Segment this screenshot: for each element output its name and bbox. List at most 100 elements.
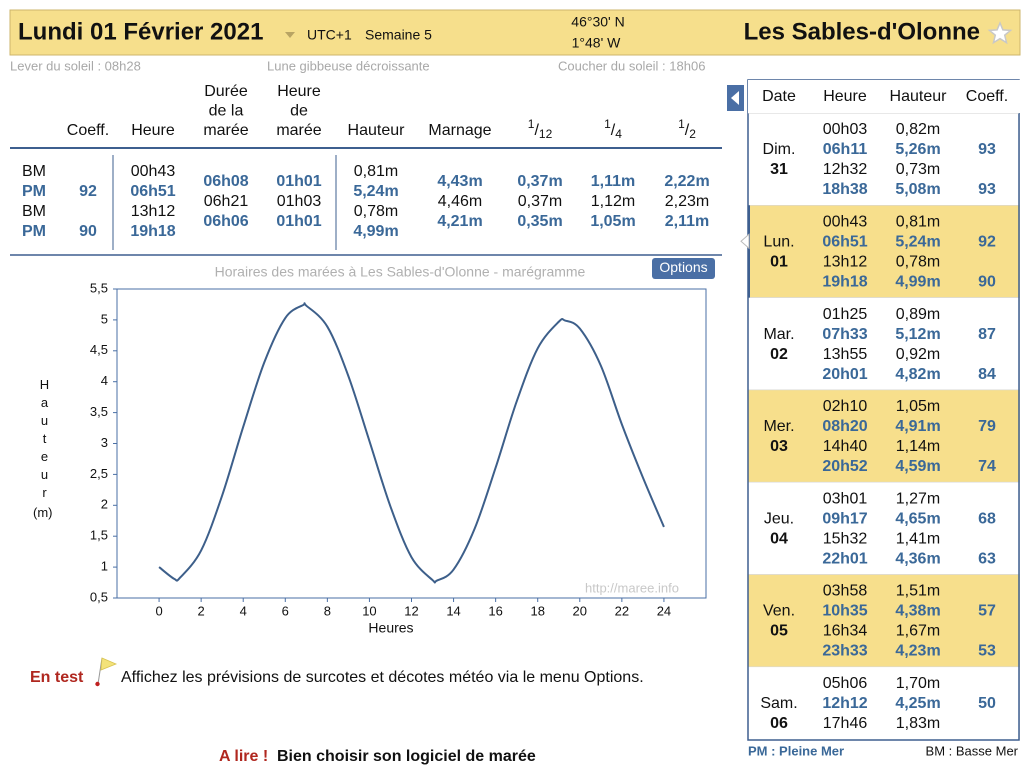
- calendar-body: Dim. 31 00h03 0,82m 06h11 5,26m 93 12h32 0,73m 18…: [748, 113, 1020, 740]
- read-label[interactable]: A lire !: [219, 748, 268, 765]
- y-tick-label: 5: [101, 311, 108, 326]
- tide-time: 03h58: [823, 583, 868, 600]
- header-bar: [9, 9, 1021, 56]
- tide-fraction: 0,37m: [517, 173, 562, 190]
- tide-height: 1,83m: [896, 715, 940, 732]
- tide-hour: 01h01: [276, 213, 321, 230]
- tide-coeff: 90: [978, 274, 996, 291]
- tide-height: 0,82m: [896, 121, 940, 138]
- test-badge: En test: [30, 669, 84, 686]
- fraction-part: 12: [539, 127, 553, 141]
- read-link[interactable]: Bien choisir son logiciel de marée: [277, 748, 536, 765]
- tide-height: 5,24m: [353, 183, 398, 200]
- tide-time: 17h46: [823, 715, 868, 732]
- tide-height: 4,23m: [895, 643, 940, 660]
- tide-fraction: 2,11m: [665, 213, 709, 230]
- day-block: [748, 297, 1020, 391]
- tide-time: 20h01: [822, 366, 867, 383]
- tide-fraction: 2,22m: [664, 173, 709, 190]
- tide-time: 06h51: [822, 234, 867, 251]
- day-name: Dim.: [763, 141, 796, 158]
- tide-time: 13h12: [131, 203, 176, 220]
- longitude: 1°48' W: [572, 35, 622, 51]
- fraction-header: 1/4: [604, 117, 622, 141]
- y-axis-unit: (m): [33, 505, 53, 520]
- favorite-star[interactable]: [987, 21, 1013, 45]
- day-name: Sam.: [760, 695, 797, 712]
- tide-time: 08h20: [822, 418, 867, 435]
- tide-time: 13h55: [823, 346, 868, 363]
- tide-hour: 01h01: [276, 173, 321, 190]
- calendar-header: Hauteur: [890, 88, 948, 105]
- day-name: Lun.: [763, 234, 794, 251]
- tide-height: 5,26m: [895, 141, 940, 158]
- y-tick-label: 1: [101, 559, 108, 574]
- date-title: Lundi 01 Février 2021: [18, 18, 263, 45]
- tide-coeff: 79: [978, 418, 996, 435]
- tide-height: 4,36m: [895, 550, 940, 567]
- tide-range: 4,46m: [438, 193, 482, 210]
- fraction-part: /: [685, 122, 690, 139]
- tide-height: 1,27m: [896, 490, 940, 507]
- tide-time: 19h18: [130, 223, 175, 240]
- tide-coeff: 87: [978, 326, 996, 343]
- day-block: [748, 481, 1020, 575]
- tide-height: 1,41m: [896, 530, 940, 547]
- fraction-part: /: [534, 122, 539, 139]
- tide-height: 0,78m: [354, 203, 398, 220]
- tide-coeff: 92: [79, 183, 97, 200]
- tide-time: 00h43: [131, 163, 176, 180]
- day-block: [748, 113, 1020, 206]
- day-number: 01: [770, 254, 788, 271]
- x-axis-label: Heures: [368, 620, 413, 636]
- calendar-header: Coeff.: [966, 88, 1008, 105]
- chart-title: Horaires des marées à Les Sables-d'Olonn…: [215, 264, 586, 280]
- tide-time: 06h51: [130, 183, 175, 200]
- column-header: marée: [276, 122, 321, 139]
- legend-bm: BM : Basse Mer: [926, 743, 1019, 758]
- sunrise: Lever du soleil : 08h28: [10, 58, 141, 73]
- day-block: [748, 205, 1020, 298]
- tide-height: 1,70m: [896, 675, 940, 692]
- day-number: 04: [770, 530, 788, 547]
- tide-range: 4,21m: [437, 213, 482, 230]
- calendar-header: Date: [762, 88, 796, 105]
- day-number: 02: [770, 346, 788, 363]
- tide-duration: 06h08: [203, 173, 248, 190]
- x-tick-label: 4: [240, 603, 247, 618]
- options-button[interactable]: [652, 258, 715, 279]
- day-number: 03: [770, 438, 788, 455]
- tide-fraction: 0,35m: [517, 213, 562, 230]
- y-tick-label: 0,5: [90, 589, 108, 604]
- y-tick-label: 3,5: [90, 404, 108, 419]
- tide-fraction: 2,23m: [665, 193, 709, 210]
- tide-height: 0,89m: [896, 306, 940, 323]
- x-tick-label: 6: [282, 603, 289, 618]
- column-header: Coeff.: [67, 122, 109, 139]
- tide-time: 14h40: [823, 438, 868, 455]
- x-tick-label: 2: [198, 603, 205, 618]
- current-day-marker: [740, 233, 750, 250]
- tide-coeff: 84: [978, 366, 996, 383]
- tide-time: 22h01: [822, 550, 867, 567]
- date-dropdown[interactable]: [285, 32, 295, 38]
- tide-coeff: 93: [978, 181, 996, 198]
- y-tick-label: 2: [101, 497, 108, 512]
- fraction-part: 1: [678, 117, 685, 131]
- y-axis-label: Hauteur: [37, 377, 52, 503]
- collapse-arrow[interactable]: [731, 91, 739, 105]
- y-tick-label: 2,5: [90, 466, 108, 481]
- day-number: 31: [770, 161, 788, 178]
- tide-fraction: 1,12m: [591, 193, 635, 210]
- y-tick-label: 4,5: [90, 342, 108, 357]
- tide-range: 4,43m: [437, 173, 482, 190]
- tide-height: 0,81m: [354, 163, 398, 180]
- y-tick-label: 1,5: [90, 528, 108, 543]
- tide-coeff: 50: [978, 695, 996, 712]
- legend-pm: PM : Pleine Mer: [748, 743, 844, 758]
- options-label[interactable]: Options: [659, 259, 707, 275]
- tide-time: 18h38: [822, 181, 867, 198]
- tide-time: 00h03: [823, 121, 868, 138]
- tide-time: 06h11: [823, 141, 868, 158]
